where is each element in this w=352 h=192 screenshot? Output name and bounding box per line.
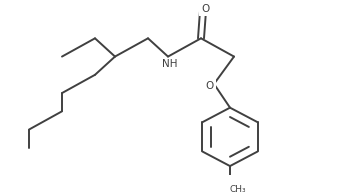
Text: NH: NH	[162, 59, 178, 69]
Text: CH₃: CH₃	[230, 185, 246, 192]
Text: O: O	[206, 81, 214, 91]
Text: O: O	[201, 4, 209, 14]
